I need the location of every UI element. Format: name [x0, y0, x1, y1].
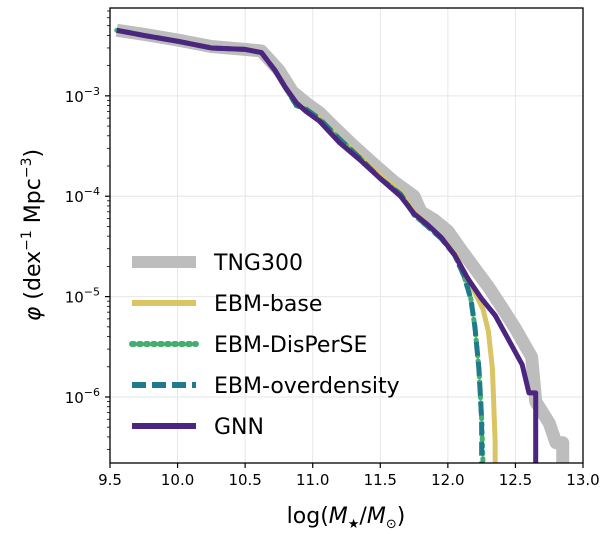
- legend-label: EBM-overdensity: [214, 374, 400, 399]
- x-tick-label: 12.5: [499, 471, 532, 489]
- plot-frame: [109, 7, 584, 464]
- x-tick-label: 9.5: [98, 471, 122, 489]
- x-axis-title: log(M★/M⊙): [287, 504, 406, 532]
- y-axis-title: φ (dex−1 Mpc−3): [19, 149, 46, 321]
- y-tick-label: 10−4: [65, 185, 100, 206]
- legend-label: EBM-DisPerSE: [214, 333, 367, 358]
- legend: TNG300 EBM-base EBM-DisPerSE EBM-overdensit…: [129, 251, 400, 440]
- legend-label: TNG300: [213, 251, 303, 276]
- x-tick-label: 13.0: [566, 471, 599, 489]
- x-tick-label: 11.5: [364, 471, 397, 489]
- x-tick-label: 10.0: [161, 471, 194, 489]
- x-tick-label: 12.0: [431, 471, 464, 489]
- x-tick-label: 11.0: [296, 471, 329, 489]
- x-tick-label: 10.5: [228, 471, 261, 489]
- y-tick-label: 10−5: [65, 286, 100, 307]
- series-line-gnn: [116, 27, 539, 463]
- axes: 9.5 10.0 10.5 11.0 11.5 12.0 12.5 13.0 10−3 10−4 1…: [65, 10, 600, 489]
- series-group: [114, 23, 570, 463]
- legend-label: GNN: [214, 415, 264, 440]
- y-tick-label: 10−3: [65, 85, 100, 106]
- y-tick-label: 10−6: [65, 386, 100, 407]
- legend-label: EBM-base: [214, 292, 322, 317]
